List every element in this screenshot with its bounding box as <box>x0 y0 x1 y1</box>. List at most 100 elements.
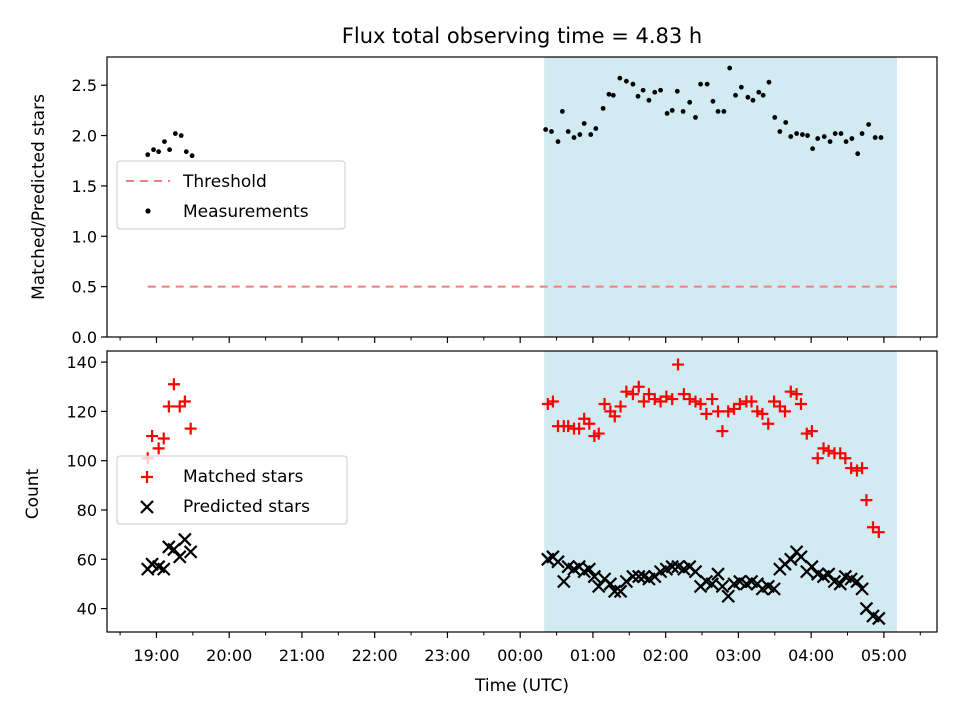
y-tick-label: 80 <box>77 501 97 520</box>
matched-star-point <box>157 432 170 445</box>
predicted-star-point <box>631 569 646 584</box>
predicted-star-point <box>711 567 725 581</box>
measurement-point <box>766 79 772 85</box>
predicted-star-point <box>688 564 703 579</box>
matched-star-point <box>822 444 835 457</box>
measurement-point <box>745 94 751 100</box>
measurement-point <box>167 147 172 153</box>
measurement-point <box>756 89 762 95</box>
matched-star-point <box>733 397 746 410</box>
x-tick-label: 20:00 <box>206 646 252 665</box>
y-tick-label: 140 <box>66 353 97 372</box>
legend-matched-swatch <box>141 471 153 483</box>
measurement-point <box>555 139 561 145</box>
predicted-star-point <box>784 552 798 567</box>
y-tick-label: 1.5 <box>72 177 97 196</box>
legend-bottom-box <box>116 455 348 525</box>
measurement-point <box>788 134 794 139</box>
matched-star-point <box>700 407 713 420</box>
measurement-point <box>162 139 167 145</box>
x-axis-ticks-top <box>119 337 921 343</box>
predicted-star-point <box>833 577 848 591</box>
x-tick-label: 19:00 <box>133 646 179 665</box>
observing-window-shade <box>544 57 897 337</box>
predicted-star-point <box>794 550 808 564</box>
x-tick-label: 01:00 <box>570 646 616 665</box>
predicted-star-point <box>850 574 864 589</box>
matched-star-point <box>856 462 869 475</box>
measurement-point <box>800 132 805 137</box>
matched-star-point <box>167 378 180 391</box>
matched-star-point <box>683 393 696 406</box>
matched-star-point <box>845 462 858 475</box>
measurement-point <box>549 129 554 134</box>
predicted-star-point <box>665 559 679 574</box>
legend-bottom: Matched stars Predicted stars <box>116 455 348 525</box>
measurement-point <box>559 108 565 114</box>
matched-star-point <box>722 405 735 418</box>
x-tick-label: 23:00 <box>424 646 470 665</box>
observing-window-shade-counts <box>544 351 897 632</box>
measurement-point <box>794 131 800 136</box>
matched-star-point <box>790 388 803 401</box>
predicted-star-point <box>805 559 819 574</box>
measurement-point <box>680 108 686 114</box>
measurement-point <box>772 115 778 120</box>
matched-star-point <box>778 405 791 418</box>
measurement-point <box>805 133 810 138</box>
matched-star-point <box>152 442 165 455</box>
measurement-point <box>698 81 703 87</box>
measurement-point <box>600 105 606 111</box>
matched-star-point <box>608 410 621 423</box>
y-axis-ticks-top: 0.0 0.5 1.0 1.5 2.0 2.5 <box>72 76 107 347</box>
measurement-point <box>617 75 623 81</box>
matched-star-point <box>839 452 852 465</box>
legend-threshold-label: Threshold <box>182 172 267 192</box>
x-tick-label: 00:00 <box>497 646 543 665</box>
matched-star-point <box>805 425 818 438</box>
measurement-point <box>145 152 151 158</box>
measurement-point <box>646 97 652 103</box>
predicted-star-point <box>156 562 171 576</box>
x-tick-label: 22:00 <box>352 646 398 665</box>
predicted-star-point <box>551 554 565 569</box>
predicted-star-point <box>715 579 730 594</box>
matched-star-point <box>716 425 729 438</box>
matched-star-point <box>672 358 685 371</box>
measurement-point <box>664 111 670 116</box>
predicted-star-point <box>603 577 618 591</box>
measurements-points <box>145 65 884 159</box>
predicted-star-point <box>613 584 628 599</box>
measurement-point <box>843 139 849 145</box>
matched-star-point <box>184 422 197 435</box>
panel-ratio: 0.0 0.5 1.0 1.5 2.0 2.5 Matched/Predicted sta… <box>29 56 938 347</box>
matched-star-point <box>632 380 645 393</box>
measurement-point <box>721 108 727 114</box>
measurement-point <box>630 81 636 87</box>
matched-star-point <box>626 388 639 401</box>
matched-star-point <box>598 397 611 410</box>
matched-star-point <box>178 395 191 408</box>
matched-star-point <box>562 420 575 433</box>
chart-title: Flux total observing time = 4.83 h <box>342 24 702 48</box>
measurement-point <box>674 88 680 94</box>
measurement-point <box>810 146 816 152</box>
legend-top-box <box>116 160 346 230</box>
matched-star-point <box>756 407 769 420</box>
predicted-star-point <box>767 582 781 596</box>
matched-star-point <box>614 400 627 413</box>
predicted-star-point <box>619 574 634 589</box>
x-tick-label: 04:00 <box>788 646 834 665</box>
measurement-point <box>635 93 641 99</box>
predicted-star-point <box>821 567 836 581</box>
matched-star-point <box>592 427 605 440</box>
y-axis-label-top: Matched/Predicted stars <box>29 94 49 300</box>
measurement-point <box>156 149 162 155</box>
measurement-point <box>733 92 738 98</box>
x-axis-ticks-bottom: 19:00 20:00 21:00 22:00 23:00 00:00 01:00 02:00… <box>119 632 921 665</box>
measurement-point <box>738 84 744 90</box>
measurement-point <box>178 133 184 138</box>
predicted-star-point <box>582 562 597 576</box>
measurement-point <box>783 120 789 125</box>
measurement-point <box>543 127 549 132</box>
